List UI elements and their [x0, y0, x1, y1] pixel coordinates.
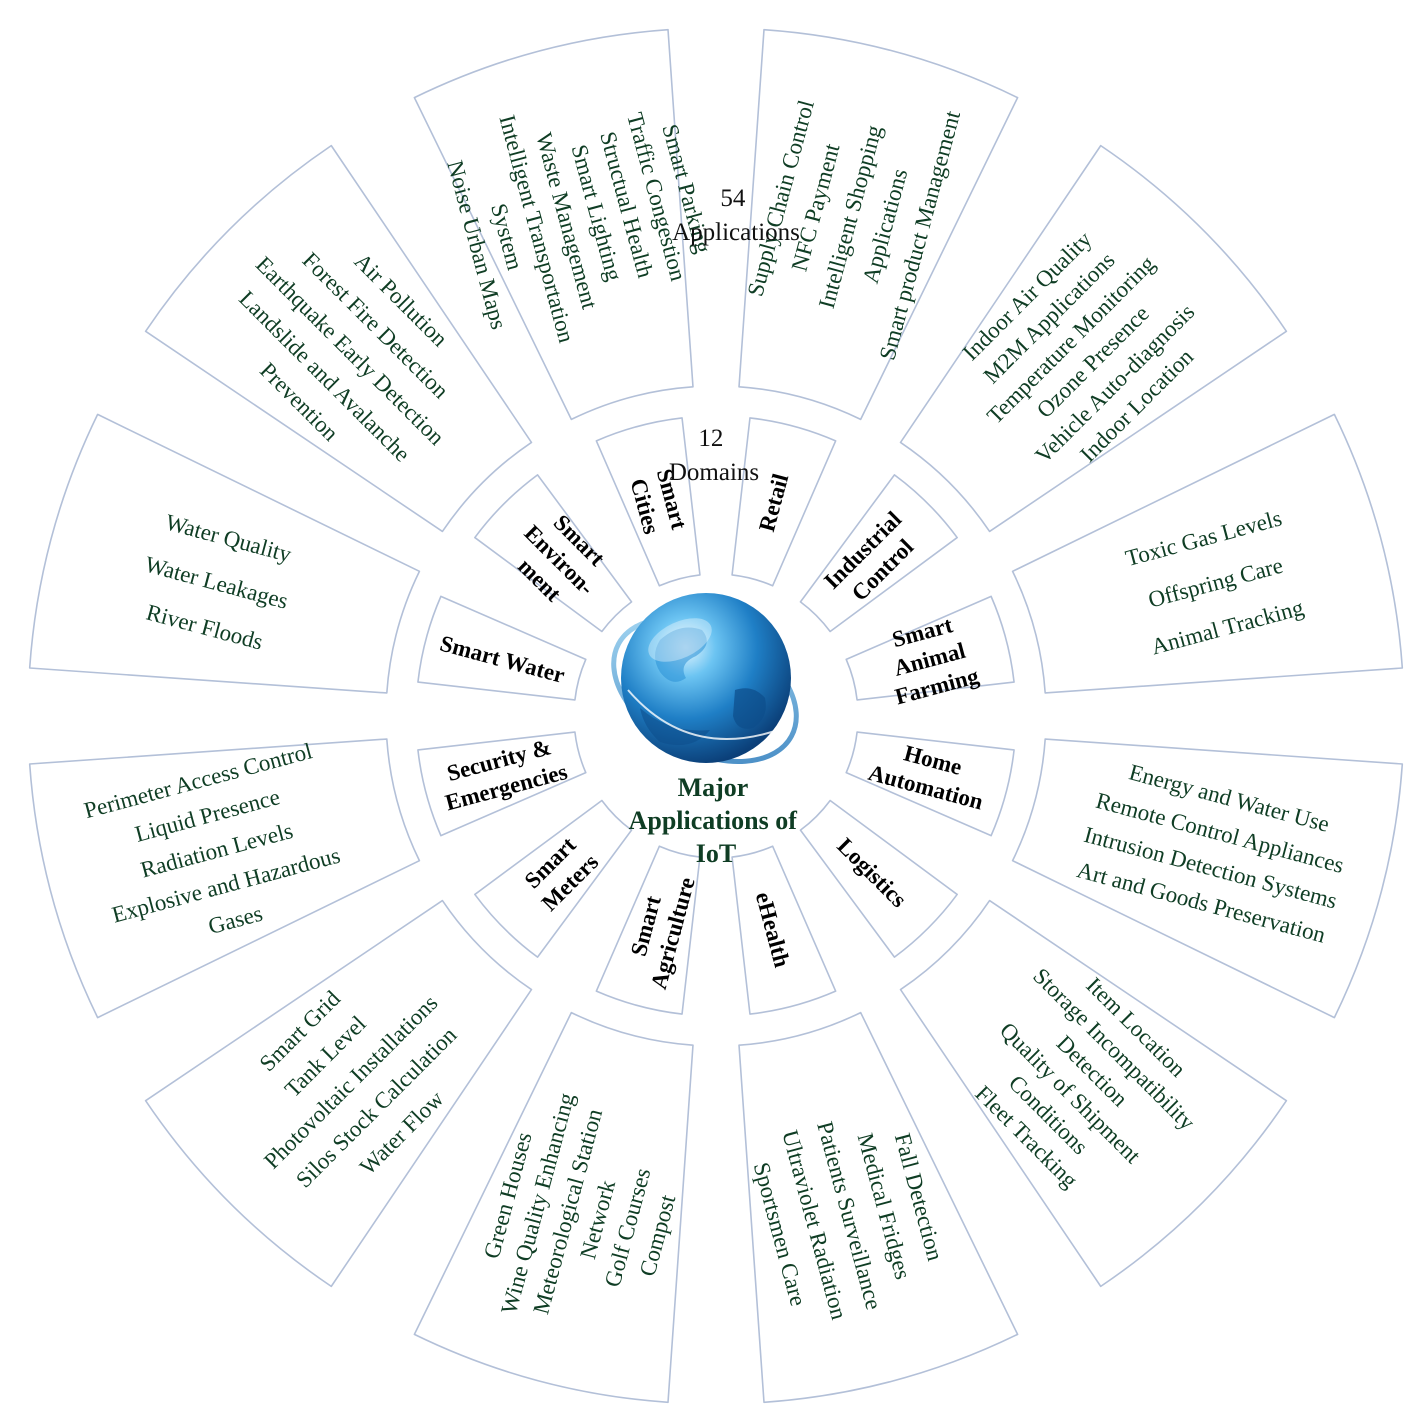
domains-count-number: 12	[698, 425, 723, 452]
applications-box-smart-environ-ment	[144, 144, 533, 533]
applications-box-smart-water	[28, 413, 421, 694]
domain-box-home-automation	[845, 731, 1015, 837]
globe-icon	[611, 593, 799, 765]
domain-box-smart-water	[417, 595, 587, 701]
domain-box-security-emergencies	[417, 731, 587, 837]
domain-box-smart-agriculture	[595, 845, 701, 1015]
applications-count: 54 Applications	[672, 185, 800, 246]
applications-list-logistics: Item LocationStorage IncompatibilityDete…	[941, 941, 1223, 1223]
applications-box-industrial-control	[899, 144, 1288, 533]
applications-box-security-emergencies	[28, 738, 421, 1019]
center-title-line: Applications of	[629, 806, 798, 835]
applications-box-smart-cities	[413, 28, 694, 421]
domain-box-smart-meters	[474, 799, 633, 958]
domain-box-retail	[731, 417, 837, 587]
segment-boxes	[28, 28, 1404, 1404]
domain-box-smart-cities	[595, 417, 701, 587]
center-title: Major Applications of IoT	[629, 773, 804, 868]
domain-box-logistics	[799, 799, 958, 958]
applications-box-logistics	[899, 899, 1288, 1288]
center-title-line: IoT	[696, 839, 736, 868]
domain-box-smart-environ-ment	[474, 474, 633, 633]
domain-box-ehealth	[731, 845, 837, 1015]
applications-box-smart-meters	[144, 899, 533, 1288]
applications-count-number: 54	[720, 185, 746, 212]
applications-box-home-automation	[1011, 738, 1404, 1019]
domain-box-industrial-control	[799, 474, 958, 633]
applications-box-ehealth	[738, 1011, 1019, 1404]
domains-count: 12 Domains	[669, 425, 759, 486]
applications-box-retail	[738, 28, 1019, 421]
domain-box-smart-animal-farming	[845, 595, 1015, 701]
applications-box-smart-animal-farming	[1011, 413, 1404, 694]
applications-box-smart-agriculture	[413, 1011, 694, 1404]
applications-count-label: Applications	[672, 219, 800, 246]
domains-count-label: Domains	[669, 459, 759, 486]
center-title-line: Major	[678, 773, 748, 802]
